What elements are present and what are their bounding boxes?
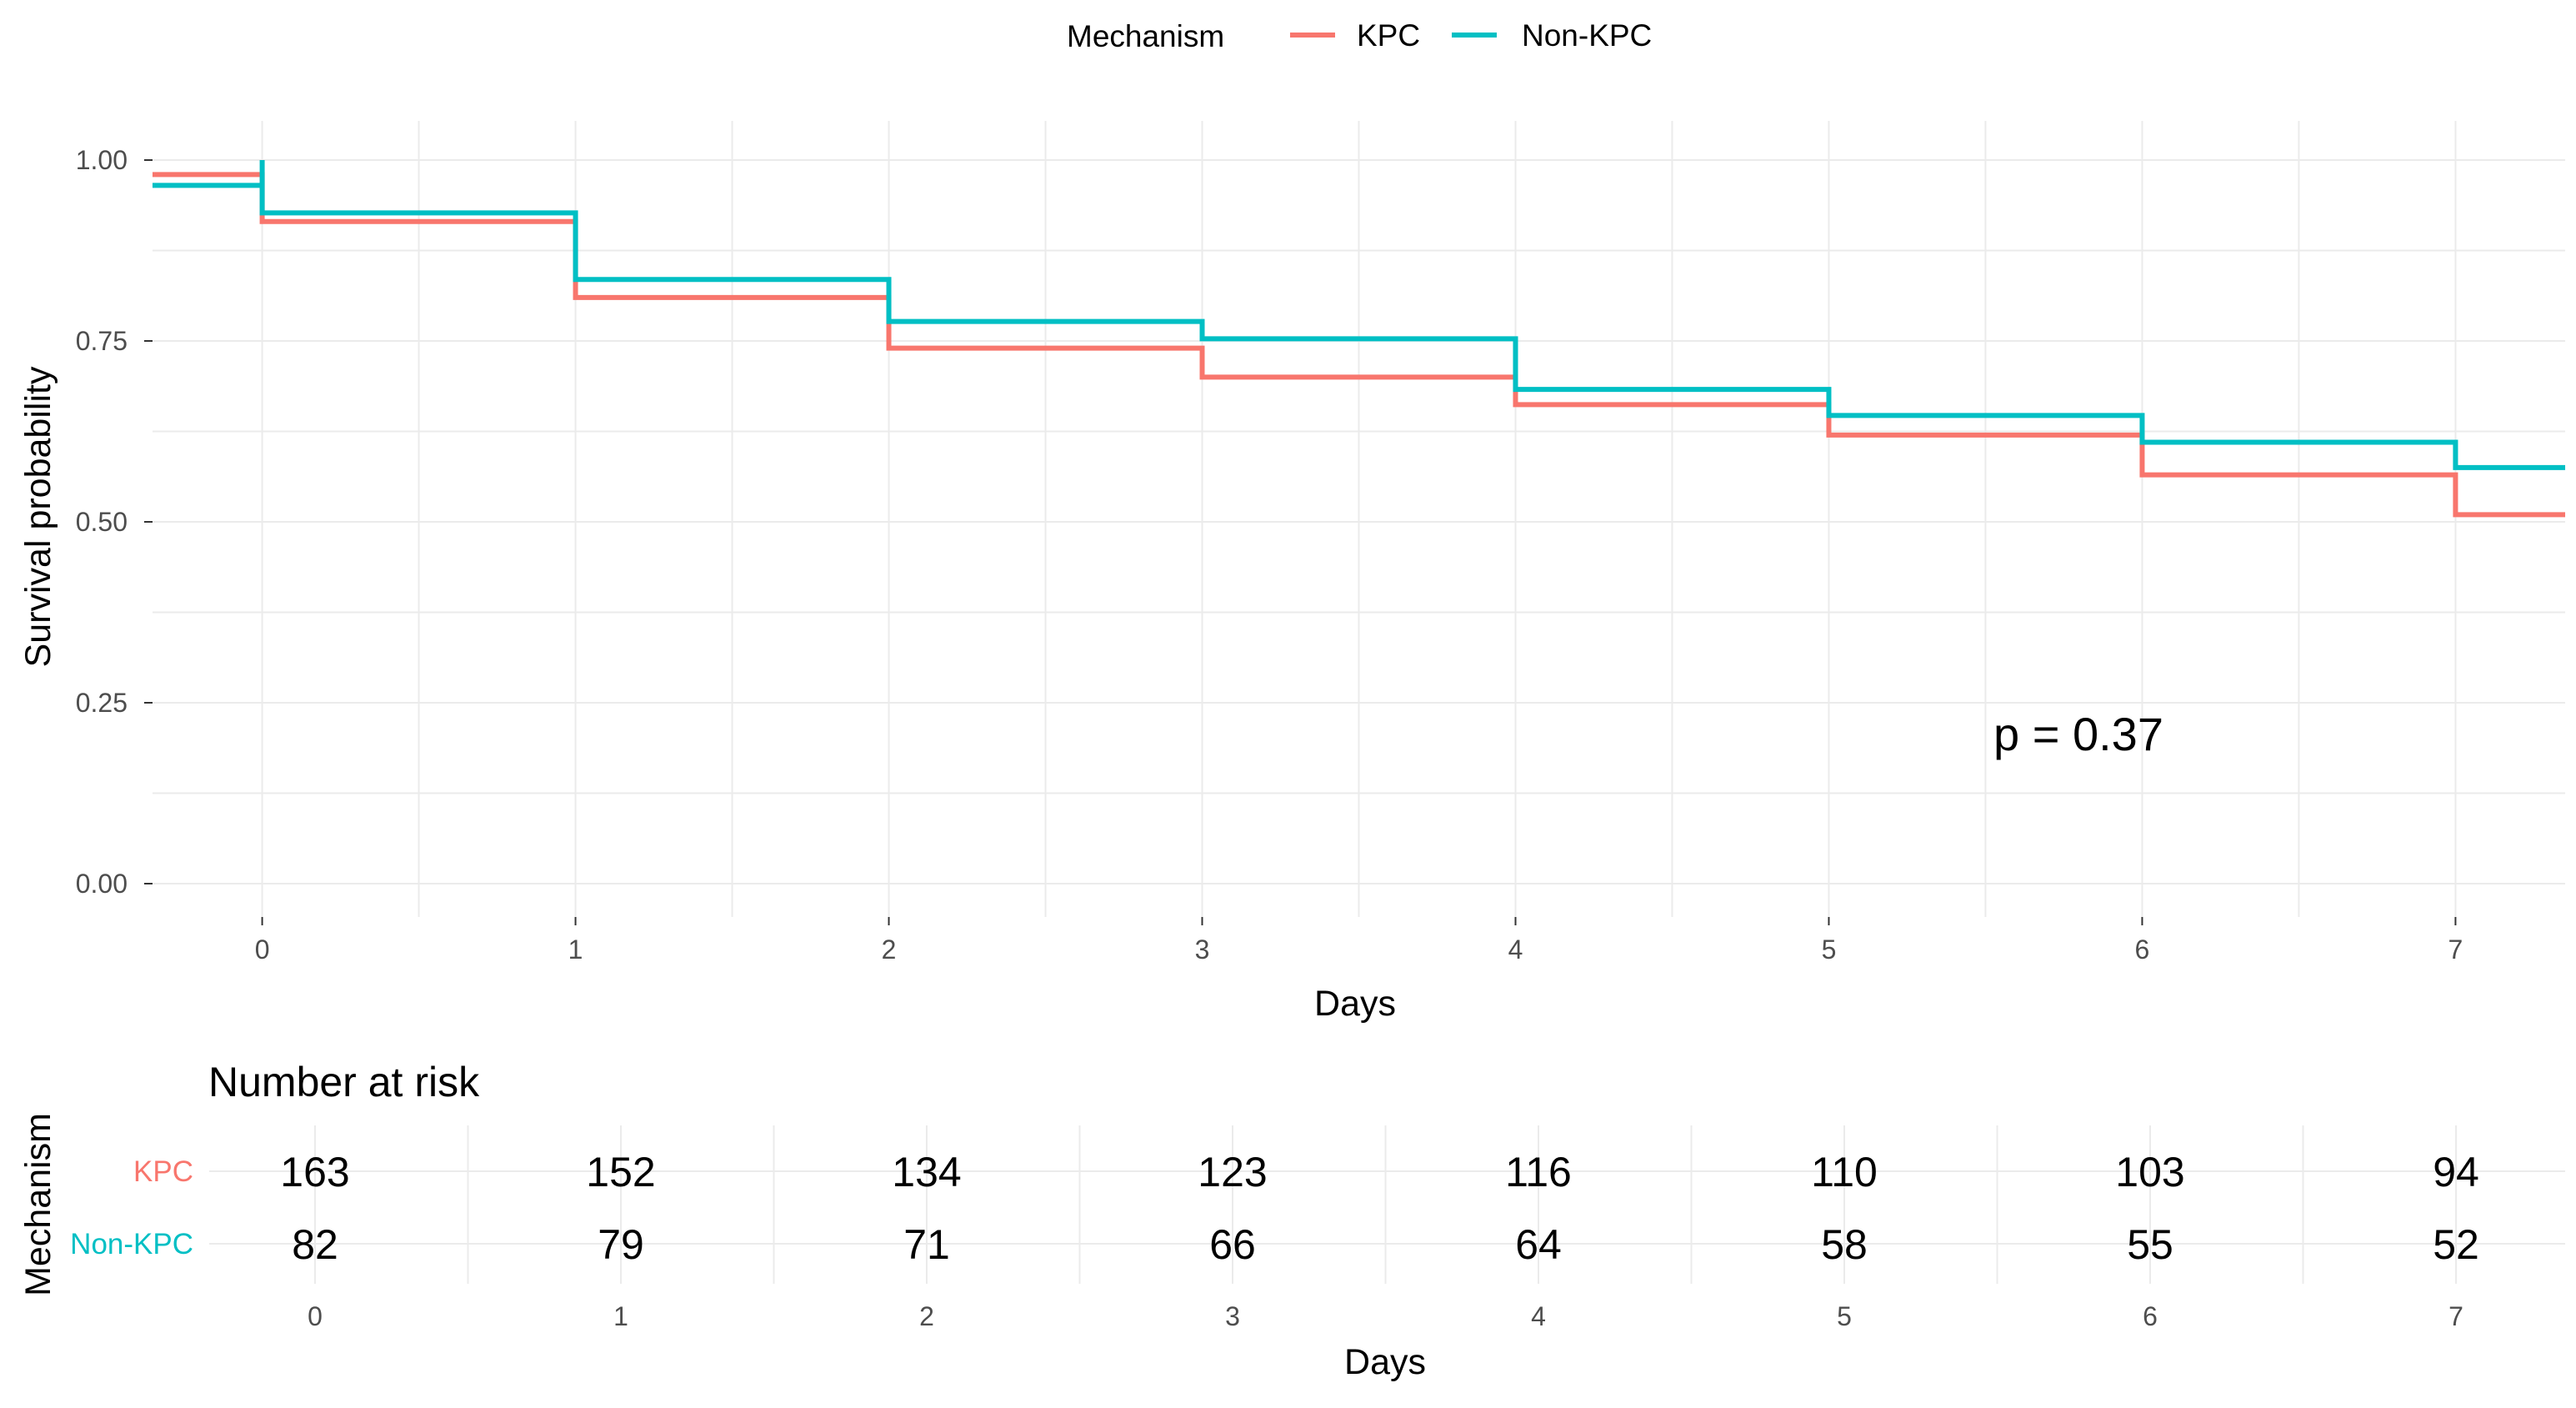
risk-count-non-kpc: 52	[2433, 1221, 2479, 1268]
risk-x-axis-title: Days	[1344, 1342, 1426, 1382]
risk-count-kpc: 163	[280, 1149, 349, 1195]
legend: Mechanism KPC Non-KPC	[1067, 18, 1652, 53]
risk-table-rows: KPC 163 152 134 123 116 110 103 94 Non-KPC 82 79 71 6…	[70, 1149, 2479, 1268]
risk-x-tick-label: 3	[1225, 1301, 1240, 1331]
x-tick-label: 2	[882, 934, 897, 965]
survival-curve-non-kpc	[153, 160, 2565, 470]
y-tick-label: 0.50	[76, 507, 128, 537]
risk-table-axis: 0 1 2 3 4 5 6 7	[308, 1301, 2463, 1331]
risk-count-non-kpc: 79	[598, 1221, 644, 1268]
risk-x-tick-label: 1	[613, 1301, 628, 1331]
y-axis-title: Survival probability	[18, 366, 58, 667]
x-axis-title: Days	[1314, 984, 1396, 1024]
legend-title: Mechanism	[1067, 19, 1224, 53]
y-tick-label: 0.25	[76, 688, 128, 718]
x-tick-label: 5	[1822, 934, 1837, 965]
legend-label-non-kpc: Non-KPC	[1522, 18, 1652, 53]
survival-curves	[153, 160, 2565, 518]
risk-count-non-kpc: 64	[1515, 1221, 1562, 1268]
x-tick-label: 7	[2448, 934, 2463, 965]
y-tick-label: 0.00	[76, 869, 128, 899]
p-value-annotation: p = 0.37	[1993, 708, 2163, 760]
risk-table-grid	[209, 1125, 2565, 1284]
risk-y-axis-title: Mechanism	[18, 1113, 58, 1296]
risk-row-label-non-kpc: Non-KPC	[70, 1228, 193, 1260]
risk-count-non-kpc: 66	[1209, 1221, 1256, 1268]
risk-count-kpc: 116	[1505, 1149, 1572, 1195]
risk-table: Number at risk KPC 163 152 134 123 116 110 103 9…	[18, 1059, 2565, 1382]
risk-count-kpc: 94	[2433, 1149, 2479, 1195]
y-tick-label: 1.00	[76, 145, 128, 175]
risk-row-label-kpc: KPC	[133, 1155, 193, 1188]
risk-count-kpc: 152	[586, 1149, 655, 1195]
risk-count-non-kpc: 58	[1821, 1221, 1868, 1268]
risk-count-kpc: 134	[892, 1149, 961, 1195]
risk-count-kpc: 103	[2115, 1149, 2184, 1195]
plot-grid	[153, 121, 2565, 917]
risk-count-non-kpc: 55	[2127, 1221, 2173, 1268]
x-tick-label: 1	[568, 934, 583, 965]
survival-curve-kpc	[153, 172, 2565, 518]
x-tick-label: 0	[255, 934, 270, 965]
x-tick-label: 4	[1508, 934, 1523, 965]
risk-count-non-kpc: 71	[903, 1221, 950, 1268]
survival-plot: 0 1 2 3 4 5 6 7 0.00 0.25 0.50 0.75 1.00 Survival pr…	[18, 121, 2565, 1024]
risk-x-tick-label: 5	[1837, 1301, 1852, 1331]
risk-x-tick-label: 2	[919, 1301, 934, 1331]
x-tick-label: 3	[1195, 934, 1210, 965]
x-tick-label: 6	[2135, 934, 2150, 965]
legend-label-kpc: KPC	[1357, 18, 1420, 53]
plot-axes: 0 1 2 3 4 5 6 7 0.00 0.25 0.50 0.75 1.00	[76, 145, 2463, 965]
y-tick-label: 0.75	[76, 326, 128, 356]
risk-x-tick-label: 6	[2143, 1301, 2158, 1331]
risk-x-tick-label: 4	[1531, 1301, 1546, 1331]
risk-x-tick-label: 0	[308, 1301, 323, 1331]
risk-count-kpc: 110	[1811, 1149, 1878, 1195]
risk-count-kpc: 123	[1198, 1149, 1267, 1195]
risk-table-title: Number at risk	[208, 1059, 480, 1105]
risk-count-non-kpc: 82	[292, 1221, 338, 1268]
risk-x-tick-label: 7	[2448, 1301, 2463, 1331]
